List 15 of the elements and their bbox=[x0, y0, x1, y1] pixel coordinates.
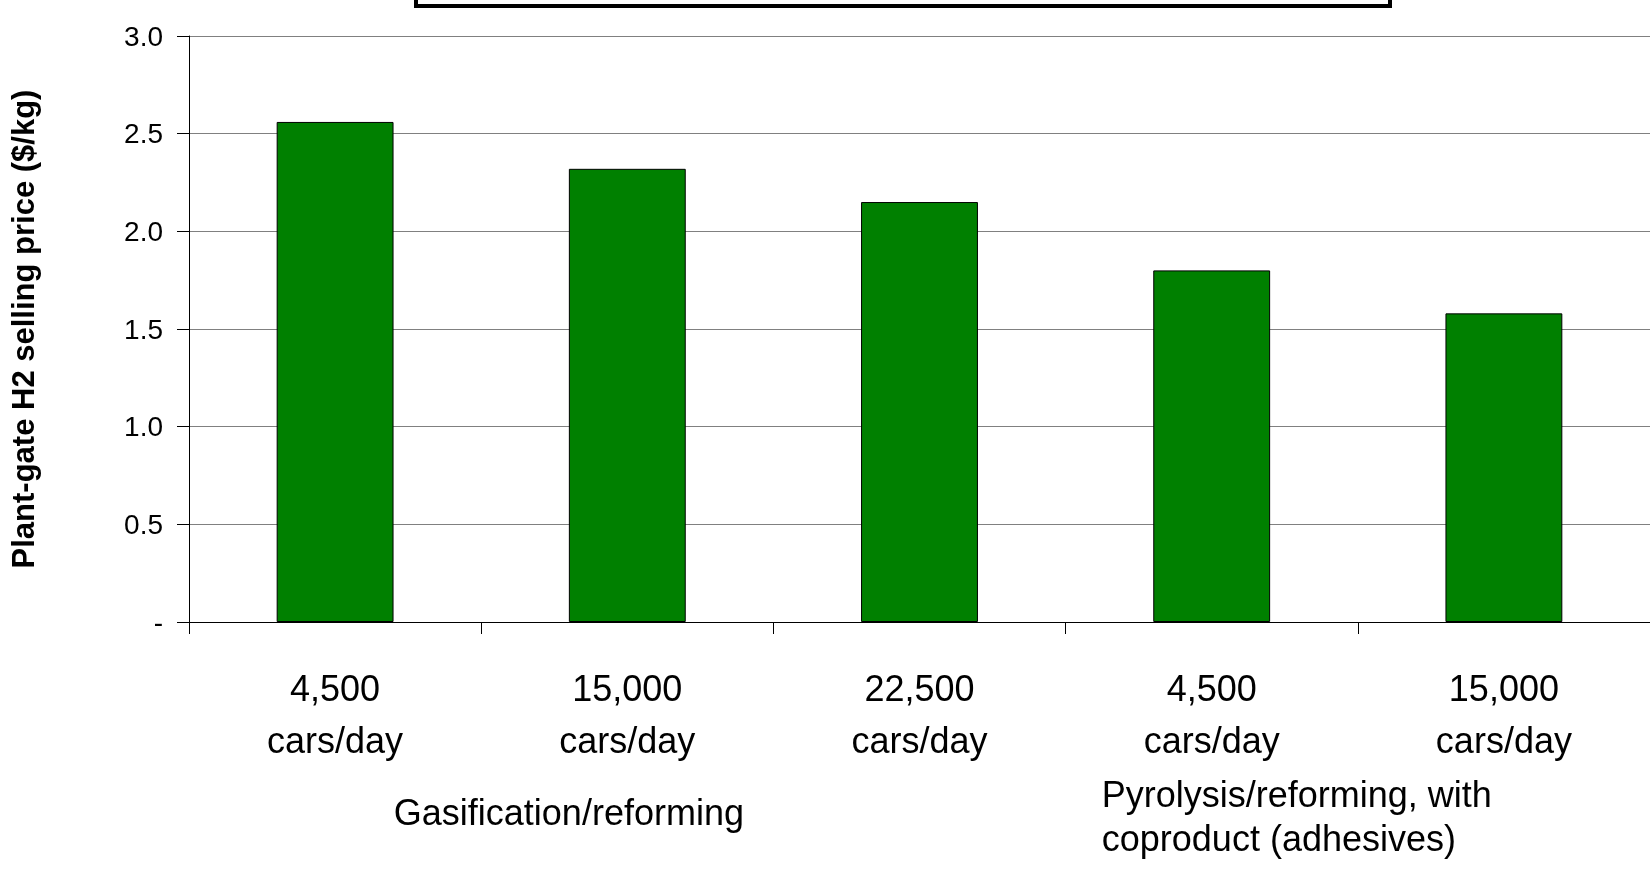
text: Pyrolysis/reforming, with coproduct (adhesives) bbox=[1101, 773, 1502, 859]
y-tick-label: 1.5 bbox=[124, 313, 163, 345]
x-tick-label: 4,500 cars/day bbox=[1143, 667, 1280, 761]
y-tick-label: - bbox=[153, 606, 163, 638]
text: Gasification/reforming bbox=[393, 791, 744, 833]
y-tick-label: 3.0 bbox=[124, 20, 163, 52]
y-tick-label: 1.0 bbox=[124, 411, 163, 443]
y-axis-title: Plant-gate H2 selling price ($/kg) bbox=[6, 89, 41, 569]
x-tick-label: 15,000 cars/day bbox=[1435, 667, 1572, 761]
y-tick-label: 0.5 bbox=[124, 508, 163, 540]
x-tick-label: 22,500 cars/day bbox=[851, 667, 988, 761]
x-tick-label: 4,500 cars/day bbox=[267, 667, 404, 761]
x-tick-label: 15,000 cars/day bbox=[559, 667, 696, 761]
y-tick-label: 2.5 bbox=[124, 118, 163, 150]
y-tick-label: 2.0 bbox=[124, 215, 163, 247]
